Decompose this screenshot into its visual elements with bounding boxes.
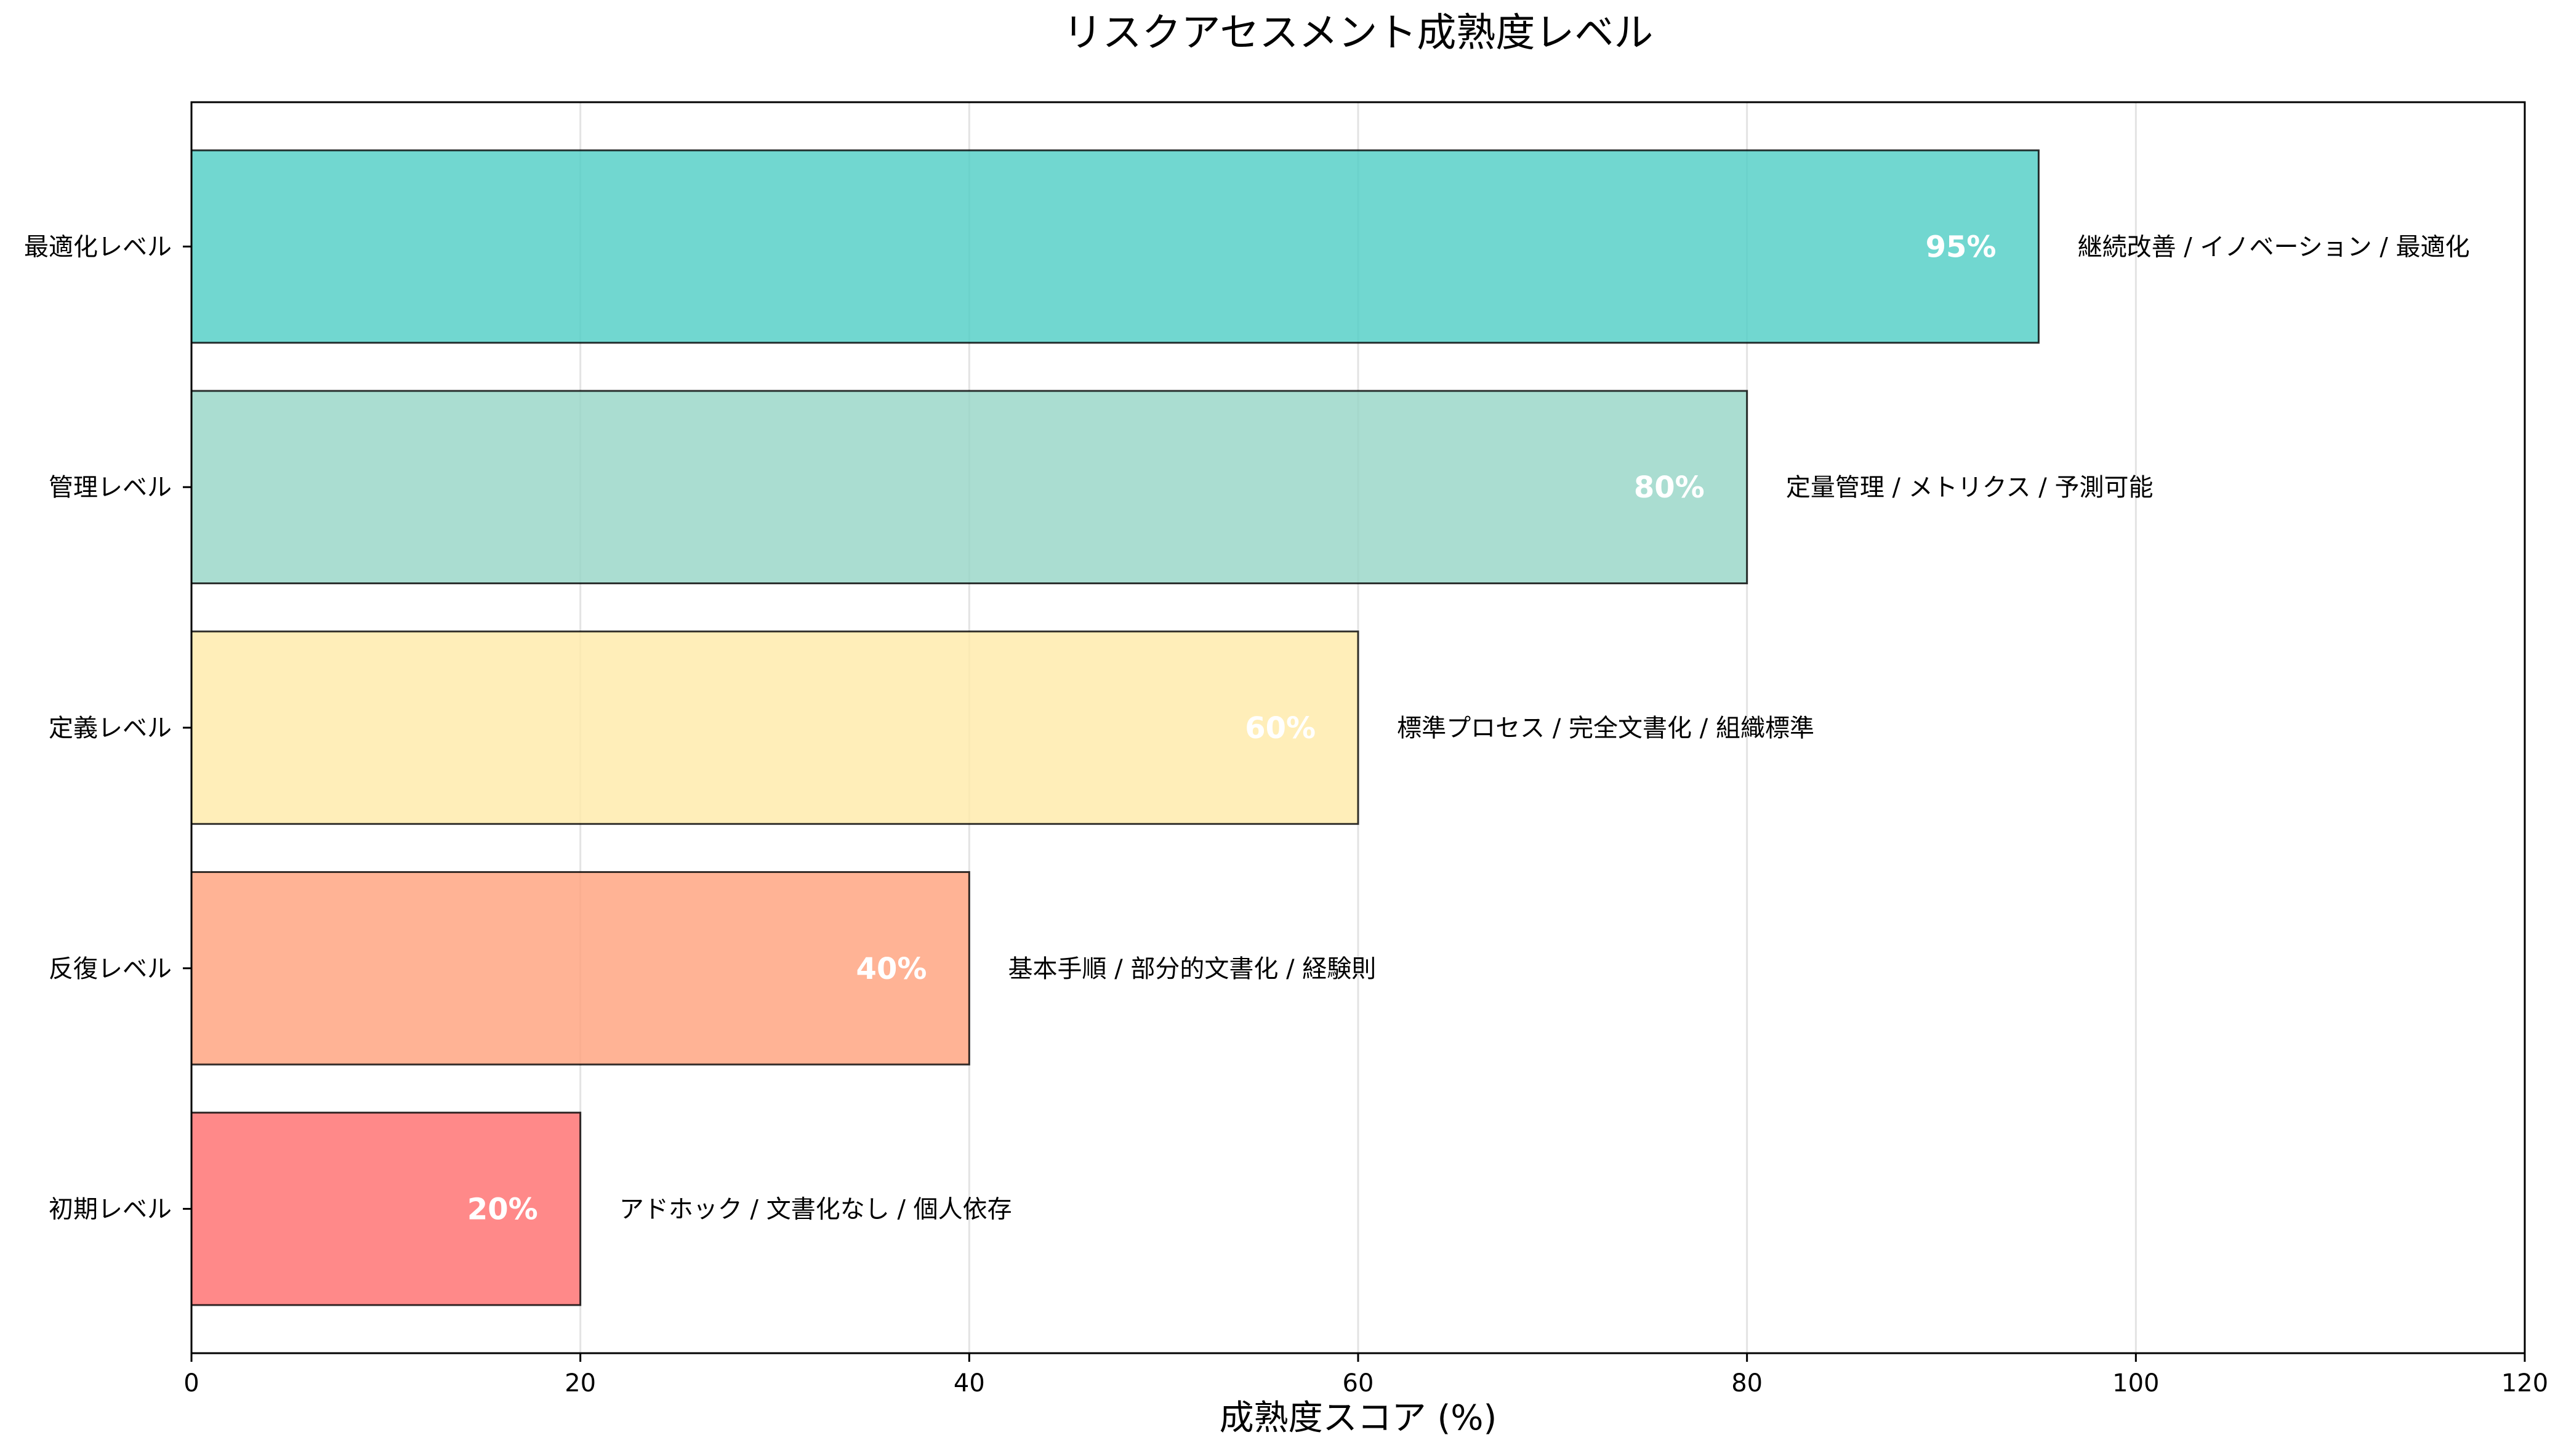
bar xyxy=(190,871,970,1066)
y-tick-label: 定義レベル xyxy=(49,714,172,742)
x-tick-label: 40 xyxy=(954,1369,985,1398)
bar-annotation: 標準プロセス / 完全文書化 / 組織標準 xyxy=(1397,714,1814,742)
chart-title: リスクアセスメント成熟度レベル xyxy=(1063,10,1654,56)
y-tick-label: 初期レベル xyxy=(49,1196,172,1224)
x-tick-label: 60 xyxy=(1343,1369,1374,1398)
bar-annotation: 継続改善 / イノベーション / 最適化 xyxy=(2078,233,2470,261)
y-tick-label: 最適化レベル xyxy=(24,233,172,261)
bar-value-label: 40% xyxy=(856,952,927,986)
bar-value-label: 60% xyxy=(1245,711,1316,746)
bar-annotation: 定量管理 / メトリクス / 予測可能 xyxy=(1786,473,2154,502)
x-axis-label: 成熟度スコア (%) xyxy=(1220,1398,1497,1438)
x-tick-label: 120 xyxy=(2501,1369,2548,1398)
bar xyxy=(190,390,1748,585)
x-tick-label: 80 xyxy=(1731,1369,1763,1398)
bar xyxy=(190,149,2040,344)
bar-value-label: 95% xyxy=(1926,230,1997,264)
x-tick-label: 100 xyxy=(2112,1369,2159,1398)
bar-annotation: アドホック / 文書化なし / 個人依存 xyxy=(619,1196,1012,1224)
y-tick-label: 反復レベル xyxy=(49,955,172,983)
x-axis-ticks: 0 20 40 60 80 100 120 xyxy=(183,1353,2548,1398)
bars-group: 95% 継続改善 / イノベーション / 最適化 80% 定量管理 / メトリクス /… xyxy=(190,149,2470,1306)
x-tick-label: 20 xyxy=(565,1369,596,1398)
y-tick-label: 管理レベル xyxy=(49,473,172,502)
x-tick-label: 0 xyxy=(183,1369,199,1398)
bar xyxy=(190,1111,582,1306)
bar-value-label: 80% xyxy=(1634,470,1705,505)
bar xyxy=(190,630,1359,825)
bar-annotation: 基本手順 / 部分的文書化 / 経験則 xyxy=(1008,955,1377,983)
bar-value-label: 20% xyxy=(467,1193,538,1227)
